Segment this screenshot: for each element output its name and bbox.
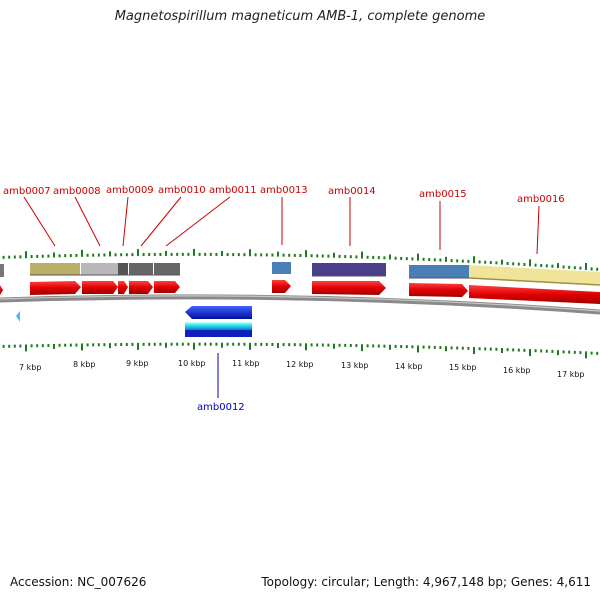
- ruler-label: 15 kbp: [449, 363, 477, 372]
- ruler-label: 13 kbp: [341, 361, 369, 370]
- feature-bands: [0, 262, 600, 286]
- gene-arrow-amb0015: [409, 283, 468, 297]
- ruler-label: 12 kbp: [286, 360, 314, 369]
- gene-arrow-amb0014: [312, 281, 386, 295]
- gene-label: amb0015: [419, 189, 467, 200]
- band-amb0009: [118, 263, 128, 275]
- ruler-label: 7 kbp: [19, 363, 41, 372]
- band-amb0008: [81, 263, 118, 275]
- ruler-label: 10 kbp: [178, 359, 206, 368]
- gene-arrow-amb0010: [129, 281, 153, 294]
- band-amb0012-blue: [185, 330, 252, 337]
- band-amb0012-cyan: [185, 322, 252, 330]
- accession-text: Accession: NC_007626: [10, 575, 147, 589]
- ruler-label: 11 kbp: [232, 359, 260, 368]
- band-amb0010: [129, 263, 153, 275]
- inner-tick-marks: [2, 342, 599, 359]
- gene-arrow-amb0016: [469, 285, 600, 304]
- gene-arrow-amb0008: [82, 281, 118, 294]
- ruler-labels: 7 kbp 8 kbp 9 kbp 10 kbp 11 kbp 12 kbp 13 kbp 1…: [19, 359, 585, 379]
- gene-label: amb0013: [260, 185, 308, 196]
- gene-label: amb0012: [197, 402, 245, 413]
- band-left-edge: [0, 264, 4, 277]
- gene-label: amb0014: [328, 186, 376, 197]
- band-amb0015: [409, 265, 469, 278]
- map-title: Magnetospirillum magneticum AMB-1, compl…: [114, 9, 486, 24]
- reverse-gene-arrows: [16, 306, 252, 337]
- outer-tick-marks: [2, 248, 599, 271]
- ruler-label: 17 kbp: [557, 370, 585, 379]
- gene-arrow-left-edge: [0, 285, 3, 295]
- gene-arrow-amb0013: [272, 280, 291, 293]
- label-leaders: [23, 196, 540, 398]
- band-amb0011: [154, 263, 180, 275]
- ruler-label: 8 kbp: [73, 360, 95, 369]
- ruler-label: 16 kbp: [503, 366, 531, 375]
- band-amb0013: [272, 262, 291, 274]
- gene-label: amb0010: [158, 185, 206, 196]
- ruler-label: 9 kbp: [126, 359, 148, 368]
- gene-arrow-amb0009: [118, 281, 128, 294]
- gene-label: amb0007: [3, 186, 51, 197]
- gene-arrow-reverse-left-edge: [16, 311, 20, 322]
- genome-summary-text: Topology: circular; Length: 4,967,148 bp…: [261, 575, 591, 589]
- band-amb0007: [30, 263, 80, 275]
- gene-arrow-amb0012: [185, 306, 252, 319]
- gene-arrow-amb0011: [154, 281, 180, 293]
- gene-labels: amb0007 amb0008 amb0009 amb0010 amb0011 …: [3, 185, 565, 413]
- ruler-label: 14 kbp: [395, 362, 423, 371]
- gene-arrow-amb0007: [30, 281, 81, 295]
- gene-label: amb0011: [209, 185, 257, 196]
- gene-label: amb0008: [53, 186, 101, 197]
- band-amb0014: [312, 263, 386, 276]
- gene-label: amb0009: [106, 185, 154, 196]
- gene-label: amb0016: [517, 194, 565, 205]
- genome-backbone: [0, 294, 600, 315]
- band-amb0016: [469, 265, 600, 285]
- forward-gene-arrows: [0, 280, 600, 304]
